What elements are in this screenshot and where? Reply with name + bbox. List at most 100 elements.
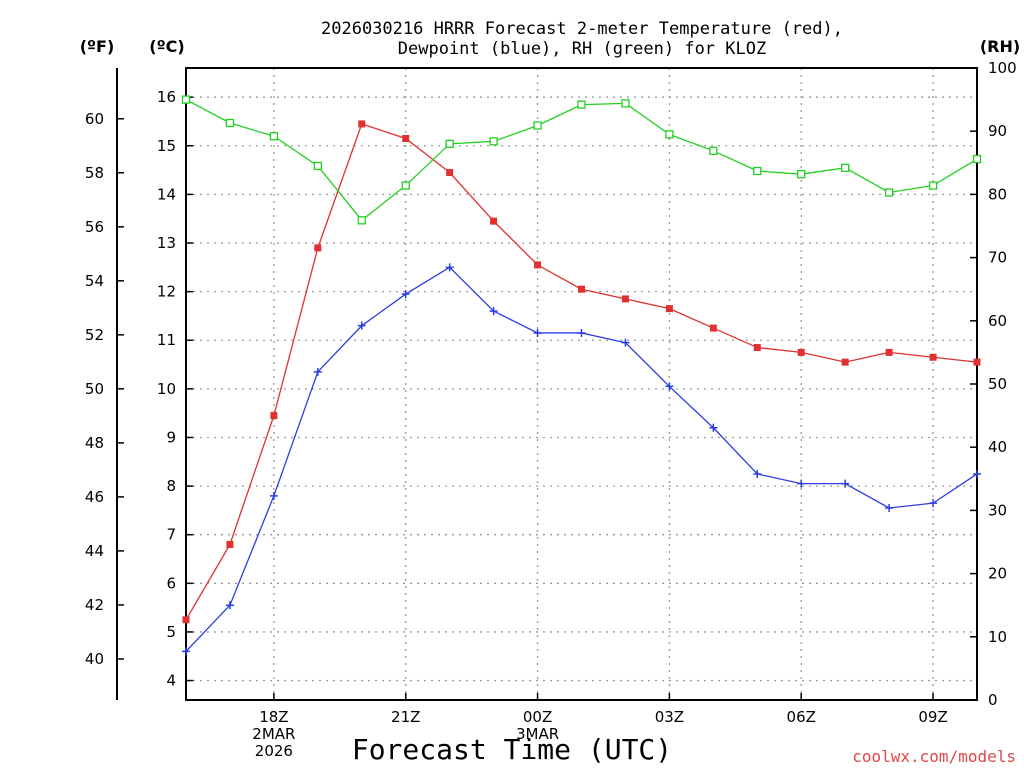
rh-point [577, 100, 586, 109]
temperature-point [446, 169, 454, 177]
celsius-tick-label: 9 [166, 428, 176, 446]
rh-tick-label: 30 [988, 501, 1007, 519]
dewpoint-point [709, 423, 718, 432]
temperature-point [753, 344, 761, 352]
rh-tick-label: 90 [988, 122, 1007, 140]
fahrenheit-tick-label: 48 [85, 434, 104, 452]
temperature-point [226, 540, 234, 548]
rh-point [621, 99, 630, 108]
rh-tick-label: 50 [988, 375, 1007, 393]
dewpoint-point [665, 382, 674, 391]
rh-tick-label: 70 [988, 249, 1007, 267]
rh-point [928, 181, 938, 190]
celsius-tick-label: 12 [157, 283, 176, 301]
dewpoint-point [182, 647, 190, 656]
dewpoint-point [577, 328, 586, 337]
fahrenheit-tick-label: 42 [85, 596, 104, 614]
celsius-tick-label: 5 [166, 623, 176, 641]
dewpoint-point [797, 479, 806, 488]
temperature-point [841, 358, 849, 366]
dewpoint-point [973, 469, 981, 478]
celsius-tick-label: 11 [157, 331, 176, 349]
dewpoint-point [401, 290, 410, 299]
fahrenheit-tick-label: 60 [85, 110, 104, 128]
dewpoint-point [225, 601, 234, 610]
temperature-point [490, 217, 498, 225]
rh-tick-label: 100 [988, 59, 1017, 77]
fahrenheit-tick-label: 50 [85, 380, 104, 398]
x-tick-label: 2MAR [252, 725, 295, 743]
dewpoint-point [533, 328, 542, 337]
celsius-tick-label: 10 [157, 380, 176, 398]
temperature-line [185, 123, 978, 621]
rh-point [357, 216, 366, 225]
celsius-tick-label: 7 [166, 526, 176, 544]
temperature-point [534, 261, 542, 269]
dewpoint-point [489, 307, 498, 316]
series-rh [181, 95, 982, 225]
rh-tick-label: 80 [988, 185, 1007, 203]
x-tick-label: 2026 [255, 742, 293, 760]
x-tick-label: 21Z [391, 708, 420, 726]
celsius-tick-label: 13 [157, 234, 176, 252]
temperature-point [314, 244, 322, 252]
fahrenheit-tick-label: 46 [85, 488, 104, 506]
rh-point [445, 139, 454, 148]
dewpoint-point [357, 321, 366, 330]
temperature-point [709, 324, 717, 332]
dewpoint-point [929, 499, 938, 508]
celsius-tick-label: 16 [157, 88, 176, 106]
temperature-point [885, 348, 893, 356]
rh-point [181, 95, 191, 104]
rh-point [753, 166, 762, 176]
rh-point [489, 137, 498, 146]
fahrenheit-tick-label: 44 [85, 542, 104, 560]
plot-frame [185, 67, 978, 701]
dewpoint-line [185, 266, 978, 652]
x-tick-label: 06Z [787, 708, 816, 726]
celsius-tick-label: 14 [157, 185, 176, 203]
dewpoint-point [269, 491, 278, 500]
x-tick-label: 00Z [523, 708, 552, 726]
credit-text: coolwx.com/models [852, 747, 1016, 766]
rh-tick-label: 20 [988, 565, 1007, 583]
rh-point [841, 163, 850, 173]
chart-title-line2: Dewpoint (blue), RH (green) for KLOZ [398, 39, 766, 59]
rh-point [533, 121, 542, 130]
celsius-tick-label: 8 [166, 477, 176, 495]
x-tick-label: 09Z [918, 708, 947, 726]
rh-point [313, 161, 322, 171]
x-tick-label: 3MAR [516, 725, 559, 743]
celsius-tick-label: 15 [157, 137, 176, 155]
fahrenheit-tick-label: 52 [85, 326, 104, 344]
series-temperature [182, 120, 981, 624]
x-axis-title: Forecast Time (UTC) [352, 733, 672, 766]
rh-tick-label: 40 [988, 438, 1007, 456]
temperature-point [621, 295, 629, 303]
dewpoint-point [445, 263, 454, 272]
rh-unit-label: (RH) [980, 37, 1020, 56]
chart-title-line1: 2026030216 HRRR Forecast 2-meter Tempera… [321, 19, 843, 39]
rh-line [185, 99, 978, 222]
dewpoint-point [841, 479, 850, 488]
rh-point [665, 130, 674, 139]
rh-point [269, 132, 279, 141]
gridlines [186, 68, 977, 700]
rh-tick-label: 60 [988, 312, 1007, 330]
fahrenheit-tick-label: 58 [85, 164, 104, 182]
rh-point [884, 188, 894, 197]
x-tick-label: 18Z [259, 708, 288, 726]
temperature-point [929, 353, 937, 361]
temperature-point [578, 285, 585, 293]
temperature-point [973, 358, 981, 366]
dewpoint-point [313, 367, 322, 376]
dewpoint-point [885, 503, 894, 512]
temperature-point [358, 120, 366, 128]
celsius-unit-label: (ºC) [149, 37, 184, 56]
rh-tick-label: 10 [988, 628, 1007, 646]
fahrenheit-tick-label: 54 [85, 272, 104, 290]
fahrenheit-tick-label: 40 [85, 650, 104, 668]
rh-point [797, 170, 806, 179]
temperature-point [797, 348, 805, 356]
